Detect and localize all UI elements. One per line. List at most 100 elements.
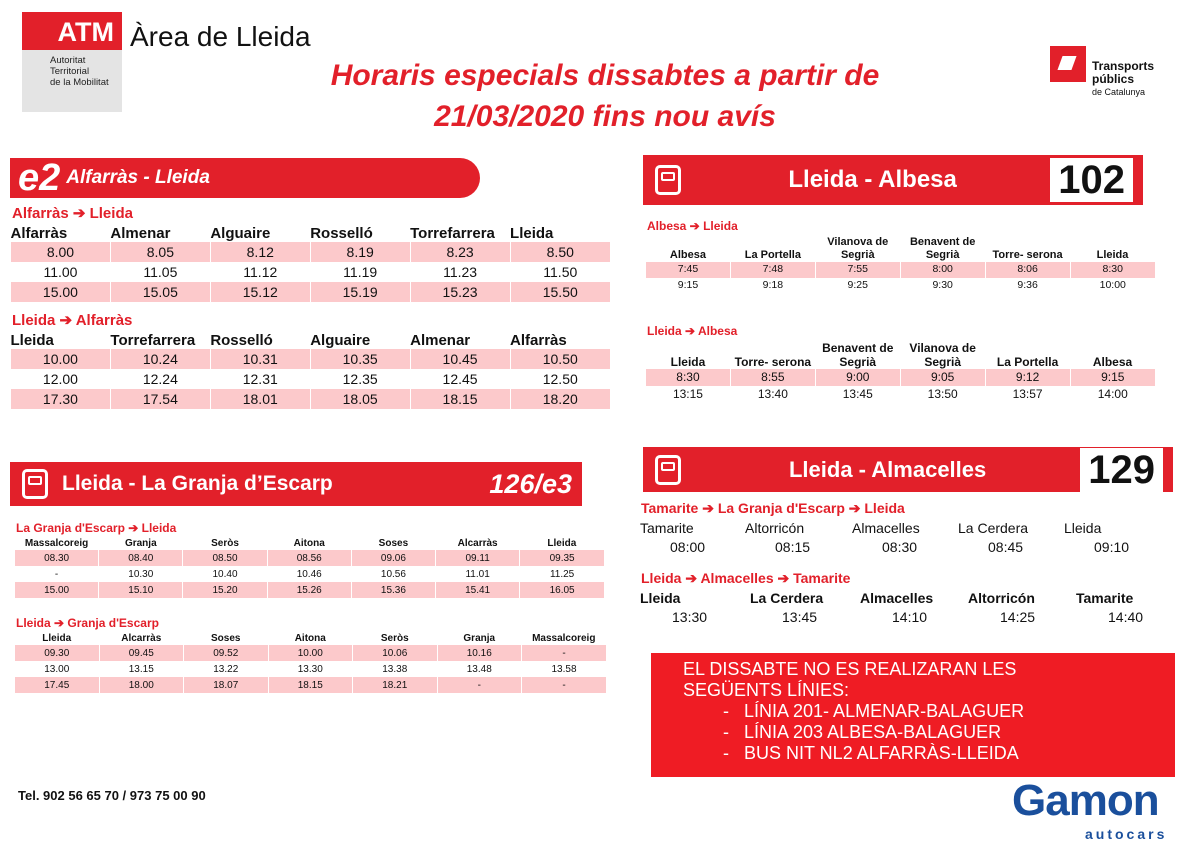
table-row: 9:15 9:18 9:25 9:30 9:36 10:00 — [645, 278, 1155, 294]
time-cell: 9:00 — [814, 369, 901, 386]
time-cell: 13:57 — [984, 386, 1071, 403]
time-cell: 09.45 — [98, 645, 184, 661]
time-cell: 08.30 — [13, 550, 99, 566]
time-cell: 08.40 — [98, 550, 183, 566]
time-cell: 11.25 — [519, 566, 604, 582]
column-header: Almenar — [110, 225, 171, 242]
time-cell: 09.35 — [519, 550, 604, 566]
column-header: Soses — [378, 538, 409, 549]
time-cell: 09:10 — [1094, 539, 1130, 555]
time-cell: 08.56 — [266, 550, 352, 566]
time-cell: 13.38 — [352, 661, 437, 677]
time-cell: 10.06 — [352, 645, 437, 661]
time-cell: 15.50 — [509, 282, 610, 302]
route-name: Lleida - La Granja d’Escarp — [62, 472, 333, 495]
time-cell: 10:00 — [1069, 278, 1155, 294]
time-cell: - — [521, 677, 606, 693]
time-cell: 10.50 — [509, 349, 610, 369]
tpc-line: públics — [1092, 72, 1135, 86]
time-cell: 8.12 — [209, 242, 311, 262]
tpc-line: Transports — [1092, 59, 1155, 73]
stop-name: La Cerdera — [958, 520, 1029, 536]
column-header: Benavent de Segrià — [822, 341, 894, 369]
bus-icon — [22, 469, 48, 499]
line-number: 102 — [1050, 158, 1133, 202]
time-cell: 15.12 — [209, 282, 311, 302]
table-row: 09.30 09.45 09.52 10.00 10.06 10.16- — [14, 645, 606, 661]
time-cell: 9:25 — [814, 278, 901, 294]
tpc-logo-icon — [1050, 46, 1086, 82]
route-name: Lleida - Albesa — [788, 166, 957, 193]
column-header: Soses — [211, 633, 241, 644]
time-cell: 8:30 — [1069, 262, 1155, 278]
time-cell: 15.26 — [266, 582, 352, 598]
table-row: 10.00 10.24 10.31 10.35 10.45 10.50 — [10, 349, 610, 369]
column-header: Massalcoreig — [532, 633, 596, 644]
table-row: 8.00 8.05 8.12 8.19 8.23 8.50 — [10, 242, 610, 262]
atm-sub-line: Autoritat — [50, 55, 86, 66]
time-cell: 17.30 — [10, 389, 111, 409]
column-header: Aitona — [293, 538, 325, 549]
gamon-logo-sub: autocars — [1085, 826, 1168, 842]
time-cell: 10.40 — [182, 566, 268, 582]
stop-name: Almacelles — [860, 590, 934, 606]
time-cell: 13.22 — [183, 661, 268, 677]
time-cell: 11.19 — [309, 262, 411, 282]
column-header: Albesa — [669, 249, 706, 261]
column-header: Aitona — [294, 633, 326, 644]
time-cell: 8:55 — [729, 369, 816, 386]
time-cell: 13:15 — [645, 386, 731, 403]
column-header: La Portella — [996, 355, 1059, 369]
column-header: Granja — [463, 633, 496, 644]
table-row: 13.00 13.15 13.22 13.30 13.38 13.48 13.58 — [14, 661, 606, 677]
time-cell: 15.05 — [109, 282, 211, 302]
route-name: Alfarràs - Lleida — [66, 167, 210, 188]
tpc-line: de Catalunya — [1092, 87, 1146, 97]
atm-logo-text: ATM — [22, 12, 122, 50]
time-cell: 12.50 — [509, 369, 610, 389]
time-cell: 13.48 — [436, 661, 522, 677]
time-cell: 7:48 — [729, 262, 816, 278]
line-number: 126/e3 — [489, 468, 572, 499]
table-row: -10.30 10.40 10.46 10.56 11.01 11.25 — [13, 566, 604, 582]
time-cell: 18.00 — [98, 677, 184, 693]
table-row: 7:45 7:48 7:55 8:00 8:06 8:30 — [645, 262, 1155, 278]
column-header: Lleida — [670, 355, 706, 369]
table-row: 12.00 12.24 12.31 12.35 12.45 12.50 — [10, 369, 610, 389]
direction-heading: La Granja d'Escarp ➔ Lleida — [16, 521, 177, 535]
time-cell: 09.30 — [14, 645, 99, 661]
129-banner: Lleida - Almacelles 129 — [643, 447, 1173, 492]
column-header: Alguaire — [310, 332, 371, 349]
time-cell: - — [436, 677, 522, 693]
area-title: Àrea de Lleida — [130, 21, 311, 52]
time-cell: 9:30 — [899, 278, 986, 294]
table-row: 17.30 17.54 18.01 18.05 18.15 18.20 — [10, 389, 610, 409]
time-cell: - — [13, 566, 99, 582]
stop-name: Almacelles — [852, 520, 920, 536]
column-header: Seròs — [211, 538, 239, 549]
tpc-logo-text: Transports públics de Catalunya — [1092, 60, 1154, 99]
direction-heading: Lleida ➔ Granja d'Escarp — [16, 616, 159, 630]
time-cell: 13.15 — [98, 661, 184, 677]
notice-item: LÍNIA 201- ALMENAR-BALAGUER — [723, 701, 1175, 722]
time-cell: 11.01 — [435, 566, 520, 582]
time-cell: 18.01 — [209, 389, 311, 409]
102-banner: Lleida - Albesa 102 — [643, 155, 1143, 205]
column-header: Lleida — [1096, 249, 1129, 261]
time-cell: 7:55 — [814, 262, 901, 278]
route-name: Lleida - Almacelles — [788, 456, 987, 482]
direction-heading: Alfarràs ➔ Lleida — [12, 205, 133, 222]
direction-heading: Tamarite ➔ La Granja d'Escarp ➔ Lleida — [641, 500, 905, 516]
column-header: Alcarràs — [457, 538, 498, 549]
table-row: 15.00 15.05 15.12 15.19 15.23 15.50 — [10, 282, 610, 302]
time-cell: 15.23 — [409, 282, 511, 302]
time-cell: 16.05 — [519, 582, 604, 598]
direction-heading: Lleida ➔ Almacelles ➔ Tamarite — [641, 570, 851, 586]
time-cell: 11.05 — [109, 262, 211, 282]
time-cell: 18.20 — [509, 389, 610, 409]
timetable: Lleida Alcarràs Soses Aitona Seròs Granja Mass… — [14, 633, 606, 693]
time-cell: 10.24 — [109, 349, 211, 369]
column-header: Alcarràs — [121, 633, 162, 644]
time-cell: 14:10 — [892, 609, 928, 625]
table-row: 13:15 13:40 13:45 13:50 13:57 14:00 — [645, 386, 1155, 403]
